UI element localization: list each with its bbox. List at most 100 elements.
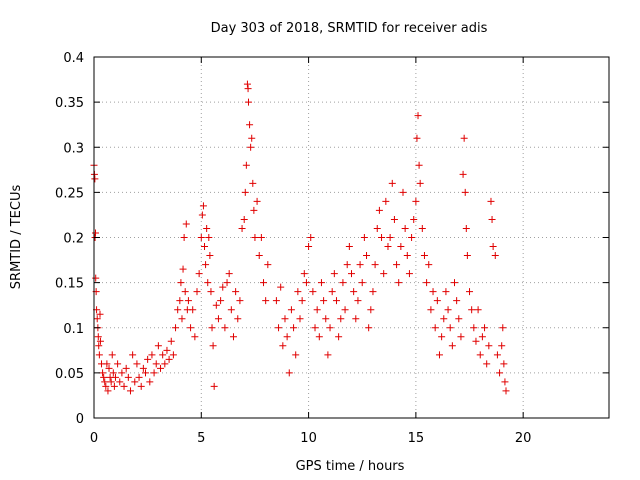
data-point	[414, 112, 422, 120]
data-point	[207, 288, 215, 296]
data-point	[488, 215, 496, 223]
x-axis-label: GPS time / hours	[296, 459, 405, 474]
data-point	[163, 346, 171, 354]
data-point	[418, 224, 426, 232]
data-point	[172, 324, 180, 332]
data-point	[281, 315, 289, 323]
data-point	[177, 279, 185, 287]
data-point	[324, 351, 332, 359]
data-point	[468, 306, 476, 314]
data-point	[122, 364, 130, 372]
data-point	[133, 360, 141, 368]
data-point	[208, 324, 216, 332]
data-point	[221, 324, 229, 332]
data-point	[206, 252, 214, 260]
data-point	[167, 337, 175, 345]
data-point	[413, 134, 421, 142]
data-point	[111, 373, 119, 381]
data-point	[241, 188, 249, 196]
data-point	[203, 224, 211, 232]
data-point	[210, 382, 218, 390]
data-point	[159, 351, 167, 359]
y-tick-label: 0	[76, 412, 84, 427]
y-tick-label: 0.2	[63, 232, 84, 247]
data-point	[369, 288, 377, 296]
data-point	[491, 252, 499, 260]
data-point	[493, 351, 501, 359]
data-point	[294, 288, 302, 296]
data-point	[102, 382, 110, 390]
data-point	[229, 333, 237, 341]
data-point	[373, 224, 381, 232]
data-point	[459, 170, 467, 178]
data-point	[182, 220, 190, 228]
data-point	[219, 283, 227, 291]
data-point	[255, 252, 263, 260]
data-point	[249, 179, 257, 187]
data-point	[92, 229, 100, 237]
data-point	[212, 301, 220, 309]
data-point	[180, 234, 188, 241]
data-point	[285, 369, 293, 377]
data-point	[431, 324, 439, 332]
data-point	[435, 351, 443, 359]
data-point	[279, 342, 287, 350]
data-point	[501, 378, 509, 386]
data-point	[277, 283, 285, 291]
points-layer	[90, 80, 510, 395]
data-point	[244, 85, 252, 93]
data-point	[371, 261, 379, 269]
data-point	[109, 369, 117, 377]
data-point	[416, 179, 424, 187]
data-point	[179, 265, 187, 273]
data-point	[433, 297, 441, 305]
data-point	[157, 364, 165, 372]
data-point	[100, 373, 108, 381]
data-point	[262, 297, 270, 305]
data-point	[322, 315, 330, 323]
data-point	[420, 252, 428, 260]
data-point	[481, 324, 489, 332]
data-point	[257, 234, 265, 241]
data-point	[427, 306, 435, 314]
data-point	[358, 279, 366, 287]
data-point	[307, 234, 315, 241]
data-point	[204, 279, 212, 287]
data-point	[131, 378, 139, 386]
data-point	[356, 261, 364, 269]
data-point	[487, 197, 495, 205]
data-point	[489, 243, 497, 251]
data-point	[438, 333, 446, 341]
data-point	[126, 387, 134, 395]
data-point	[405, 270, 413, 278]
data-point	[446, 324, 454, 332]
data-point	[251, 234, 259, 241]
data-point	[243, 80, 251, 88]
data-point	[198, 211, 206, 219]
data-point	[161, 360, 169, 368]
data-point	[234, 315, 242, 323]
data-point	[386, 234, 394, 241]
data-point	[245, 98, 252, 106]
chart-title: Day 303 of 2018, SRMTID for receiver adi…	[211, 21, 488, 36]
data-point	[209, 342, 217, 350]
data-point	[146, 378, 154, 386]
data-point	[478, 333, 486, 341]
data-point	[199, 202, 207, 210]
data-point	[96, 310, 104, 318]
data-point	[178, 315, 186, 323]
data-point	[272, 297, 280, 305]
y-tick-label: 0.1	[63, 322, 84, 337]
data-point	[95, 342, 103, 350]
data-point	[181, 288, 189, 296]
data-point	[440, 315, 448, 323]
data-point	[110, 382, 118, 390]
data-point	[382, 197, 390, 205]
data-point	[107, 378, 115, 386]
data-point	[365, 324, 373, 332]
data-point	[260, 279, 268, 287]
data-point	[135, 373, 143, 381]
x-tick-label: 20	[515, 431, 532, 446]
data-point	[429, 288, 437, 296]
data-point	[290, 324, 298, 332]
